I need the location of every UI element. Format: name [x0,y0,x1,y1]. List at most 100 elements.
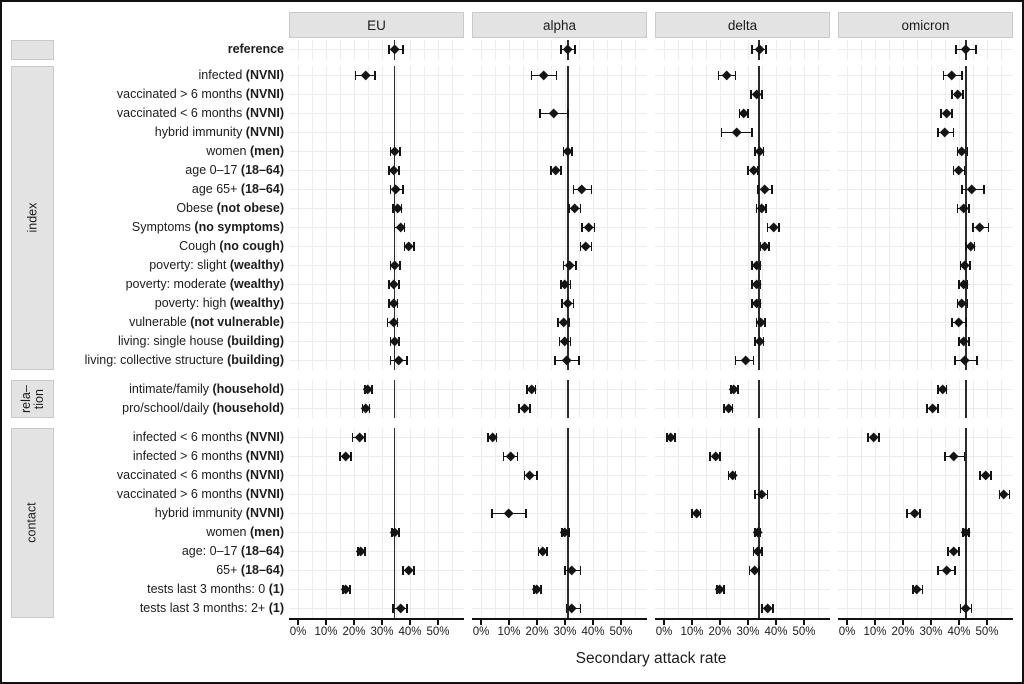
gridline-vertical [776,428,777,618]
gridline-horizontal [472,227,647,228]
x-axis-tick [325,619,327,625]
gridline-vertical [931,380,932,418]
gridline-vertical [424,428,425,618]
row-label: infected (NVNI) [198,68,284,82]
gridline-horizontal [655,170,830,171]
ci-cap-high [350,452,353,461]
x-axis-tick [930,619,932,625]
ci-cap-low [959,604,962,613]
gridline-vertical [565,428,566,618]
gridline-vertical [664,380,665,418]
gridline-horizontal [472,208,647,209]
gridline-horizontal [838,265,1013,266]
gridline-horizontal [838,570,1013,571]
x-tick-label: 30% [919,626,943,638]
gridline-horizontal [838,494,1013,495]
ci-cap-high [918,509,921,518]
gridline-horizontal [472,513,647,514]
ci-cap-low [747,166,749,175]
gridline-horizontal [838,49,1013,50]
ci-cap-low [558,337,561,346]
gridline-horizontal [289,303,464,304]
gridline-vertical [579,66,580,370]
ci-cap-high [402,185,404,194]
row-label: tests last 3 months: 2+ (1) [139,601,284,615]
ci-cap-low [951,90,953,99]
ci-cap-low [906,509,909,518]
x-axis-tick [297,619,299,625]
gridline-vertical [748,66,749,370]
row-label: Symptoms (no symptoms) [131,220,284,234]
row-label: vaccinated < 6 months (NVNI) [116,468,284,482]
gridline-horizontal [838,389,1013,390]
group-strip-rela-tion: rela– tion [11,380,54,418]
ci-cap-low [354,71,357,80]
gridline-vertical [326,428,327,618]
gridline-horizontal [289,513,464,514]
gridline-horizontal [655,189,830,190]
ci-cap-high [958,547,960,556]
gridline-vertical [607,380,608,418]
row-label: tests last 3 months: 0 (1) [147,582,284,596]
gridline-vertical [621,66,622,370]
ci-cap-high [590,242,593,251]
gridline-vertical [790,380,791,418]
gridline-vertical [762,428,763,618]
gridline-vertical [734,428,735,618]
ci-cap-high [402,45,404,54]
gridline-horizontal [289,246,464,247]
x-axis-tick [508,619,510,625]
row-label: living: collective structure (building) [84,353,284,367]
row-label: age: 0–17 (18–64) [181,544,284,558]
ci-cap-low [562,261,565,270]
gridline-vertical [889,40,890,60]
x-axis-line [655,618,830,620]
gridline-vertical [692,380,693,418]
gridline-vertical [424,66,425,370]
point-marker [403,565,414,576]
x-tick-label: 20% [891,626,915,638]
ci-cap-high [983,185,986,194]
x-axis-tick [803,619,805,625]
gridline-horizontal [472,189,647,190]
gridline-vertical [565,380,566,418]
point-marker [959,355,970,366]
reference-line-delta [758,428,760,618]
gridline-vertical [678,66,679,370]
gridline-horizontal [838,303,1013,304]
gridline-vertical [818,66,819,370]
row-label: Obese (not obese) [176,201,284,215]
gridline-horizontal [838,456,1013,457]
x-axis-tick [409,619,411,625]
ci-cap-high [965,318,967,327]
gridline-horizontal [472,408,647,409]
gridline-vertical [579,40,580,60]
gridline-vertical [523,380,524,418]
gridline-vertical [368,428,369,618]
gridline-horizontal [472,494,647,495]
x-tick-label: 10% [680,626,704,638]
x-tick-label: 0% [472,626,490,638]
x-axis-tick [480,619,482,625]
gridline-vertical [889,428,890,618]
gridline-vertical [593,66,594,370]
ci-cap-low [389,356,392,365]
gridline-horizontal [289,189,464,190]
ci-cap-low [402,566,404,575]
gridline-horizontal [289,456,464,457]
gridline-horizontal [472,303,647,304]
ci-cap-high [987,223,990,232]
gridline-vertical [861,428,862,618]
ci-cap-low [559,45,562,54]
ci-cap-low [386,318,389,327]
x-tick-label: 40% [764,626,788,638]
point-marker [538,70,550,81]
point-marker [868,432,879,443]
ci-cap-low [955,45,958,54]
gridline-horizontal [838,589,1013,590]
gridline-vertical [987,380,988,418]
x-axis-tick [353,619,355,625]
ci-cap-low [339,452,341,461]
gridline-horizontal [655,389,830,390]
